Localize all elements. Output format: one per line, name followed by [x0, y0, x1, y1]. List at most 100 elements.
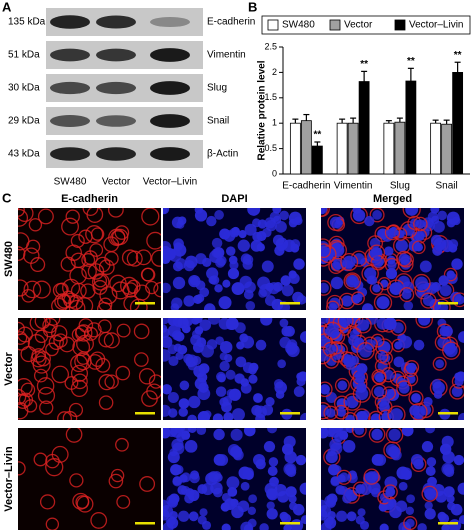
nucleus [220, 502, 230, 512]
nucleus [399, 335, 413, 349]
x-tick-label: E-cadherin [282, 181, 330, 192]
membrane [322, 341, 338, 357]
nucleus [241, 335, 255, 349]
nucleus [341, 295, 353, 307]
nucleus [458, 412, 464, 420]
nucleus [427, 476, 437, 487]
membrane [403, 516, 418, 530]
nucleus [439, 284, 452, 297]
error-bar [350, 117, 357, 124]
membrane [51, 365, 70, 384]
membrane [18, 208, 29, 227]
nucleus [439, 443, 452, 455]
nucleus [265, 397, 275, 407]
band [150, 48, 190, 62]
nucleus [441, 524, 450, 530]
nucleus [361, 410, 370, 419]
nucleus [249, 362, 259, 373]
nucleus [293, 216, 303, 226]
nucleus [199, 508, 208, 517]
membrane [72, 373, 88, 390]
nucleus [215, 336, 224, 345]
bar [311, 145, 323, 175]
nucleus [437, 210, 447, 221]
membrane [84, 326, 99, 341]
nucleus [167, 324, 181, 338]
nucleus [196, 428, 207, 435]
nucleus [235, 356, 247, 368]
nucleus [338, 486, 349, 496]
nucleus [418, 318, 431, 326]
band [50, 147, 90, 161]
nucleus [385, 486, 396, 497]
membrane [91, 273, 110, 291]
nucleus [395, 239, 408, 252]
nucleus [274, 245, 285, 256]
nucleus [225, 369, 236, 380]
nucleus [346, 274, 359, 288]
y-axis-title: Relative protein level [257, 60, 268, 160]
nucleus [359, 483, 372, 496]
nucleus [326, 408, 336, 418]
membrane [18, 333, 31, 351]
image-bg [18, 208, 161, 310]
nucleus [401, 289, 412, 300]
nucleus [253, 453, 266, 467]
nucleus [281, 443, 294, 455]
nucleus [370, 413, 382, 420]
membrane [116, 495, 131, 509]
nucleus [253, 393, 263, 403]
scale-bar [438, 302, 458, 305]
nucleus [230, 428, 243, 441]
nucleus [273, 378, 284, 389]
legend-label: Vector [344, 20, 373, 31]
nucleus [209, 275, 220, 285]
nucleus [269, 476, 279, 487]
micrograph [321, 208, 464, 310]
membrane [334, 377, 350, 393]
nucleus [390, 408, 403, 420]
nucleus [180, 486, 191, 496]
error-bar [339, 118, 346, 124]
panel-label: C [2, 190, 12, 205]
cells [321, 318, 464, 420]
nucleus [213, 487, 223, 498]
error-bar [396, 117, 403, 123]
nucleus [333, 351, 342, 360]
nucleus [398, 253, 410, 264]
band [96, 48, 136, 62]
nucleus [247, 518, 257, 528]
nucleus [255, 339, 267, 351]
membrane [363, 468, 380, 485]
nucleus [355, 372, 366, 383]
membrane [115, 365, 131, 381]
protein-label: Slug [207, 83, 227, 94]
nucleus [168, 408, 178, 418]
nucleus [227, 267, 240, 280]
membrane [80, 283, 96, 299]
nucleus [281, 284, 294, 297]
membrane [421, 485, 438, 502]
nucleus [373, 386, 385, 397]
nucleus [401, 428, 414, 437]
cells [321, 208, 464, 310]
size-label: 43 kDa [8, 149, 40, 160]
nucleus [226, 389, 236, 398]
band [96, 15, 136, 29]
nucleus [375, 373, 384, 383]
nucleus [411, 453, 424, 467]
nucleus [245, 301, 256, 310]
nucleus [367, 275, 378, 285]
nucleus [170, 303, 180, 310]
y-tick-label: 0 [272, 168, 277, 178]
nucleus [414, 243, 423, 252]
nucleus [198, 382, 209, 393]
nucleus [272, 234, 285, 246]
nucleus [277, 359, 287, 369]
nucleus [442, 325, 453, 337]
nucleus [203, 410, 212, 419]
nucleus [451, 258, 463, 270]
membrane [116, 323, 131, 338]
nucleus [380, 396, 391, 406]
x-tick-label: Vimentin [334, 181, 373, 192]
